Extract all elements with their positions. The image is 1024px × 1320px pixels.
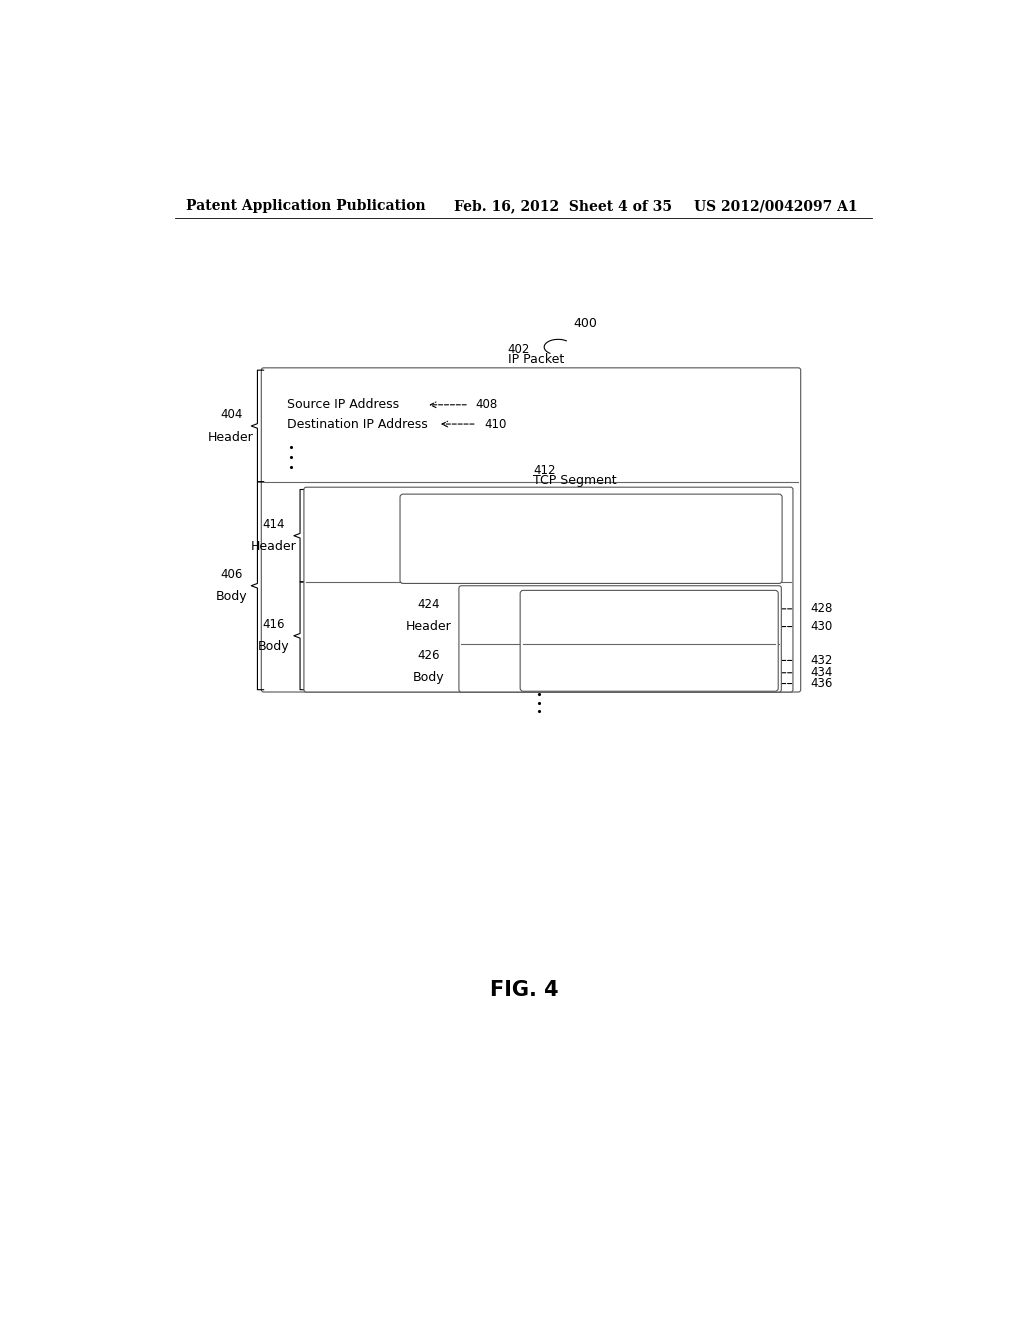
- Text: Feb. 16, 2012  Sheet 4 of 35: Feb. 16, 2012 Sheet 4 of 35: [454, 199, 672, 213]
- Text: 412: 412: [532, 465, 555, 478]
- Text: 408: 408: [475, 399, 498, 412]
- Text: Source Address: Source Address: [535, 653, 632, 667]
- Text: Source Port Number: Source Port Number: [419, 515, 545, 528]
- FancyBboxPatch shape: [261, 368, 801, 692]
- Text: 400: 400: [573, 317, 597, 330]
- Text: SMPP PDU: SMPP PDU: [508, 573, 571, 586]
- Text: 404: 404: [220, 408, 243, 421]
- FancyBboxPatch shape: [520, 590, 778, 692]
- Text: TCP Segment: TCP Segment: [532, 474, 616, 487]
- FancyBboxPatch shape: [304, 487, 793, 692]
- Text: Body: Body: [413, 671, 444, 684]
- Text: Patent Application Publication: Patent Application Publication: [186, 199, 426, 213]
- Text: 420: 420: [622, 536, 644, 548]
- Text: 426: 426: [418, 649, 440, 663]
- Text: Command Length: Command Length: [535, 620, 646, 634]
- Text: 414: 414: [262, 517, 285, 531]
- Text: 432: 432: [810, 653, 833, 667]
- Text: Destination Port Number: Destination Port Number: [419, 536, 573, 548]
- Text: Body: Body: [258, 640, 290, 653]
- FancyBboxPatch shape: [400, 494, 782, 583]
- Text: Source IP Address: Source IP Address: [287, 399, 399, 412]
- Text: 434: 434: [810, 667, 833, 680]
- Text: Short Message: Short Message: [535, 677, 628, 690]
- Text: Header: Header: [208, 430, 254, 444]
- Text: Command Id: Command Id: [535, 602, 614, 615]
- Text: 422: 422: [508, 562, 530, 576]
- Text: Destination Address: Destination Address: [535, 667, 660, 680]
- Text: Body: Body: [215, 590, 247, 603]
- Text: 416: 416: [262, 618, 285, 631]
- Text: 428: 428: [810, 602, 833, 615]
- Text: 402: 402: [508, 343, 530, 356]
- Text: 430: 430: [810, 620, 833, 634]
- Text: 424: 424: [418, 598, 440, 611]
- Text: Header: Header: [406, 620, 452, 634]
- Text: 436: 436: [810, 677, 833, 690]
- Text: 410: 410: [484, 417, 507, 430]
- Text: IP Packet: IP Packet: [508, 354, 564, 367]
- Text: 406: 406: [220, 568, 243, 581]
- Text: Destination IP Address: Destination IP Address: [287, 417, 428, 430]
- Text: US 2012/0042097 A1: US 2012/0042097 A1: [693, 199, 857, 213]
- FancyBboxPatch shape: [459, 586, 781, 692]
- Text: Header: Header: [251, 540, 297, 553]
- Text: 418: 418: [614, 515, 637, 528]
- Text: FIG. 4: FIG. 4: [490, 979, 559, 1001]
